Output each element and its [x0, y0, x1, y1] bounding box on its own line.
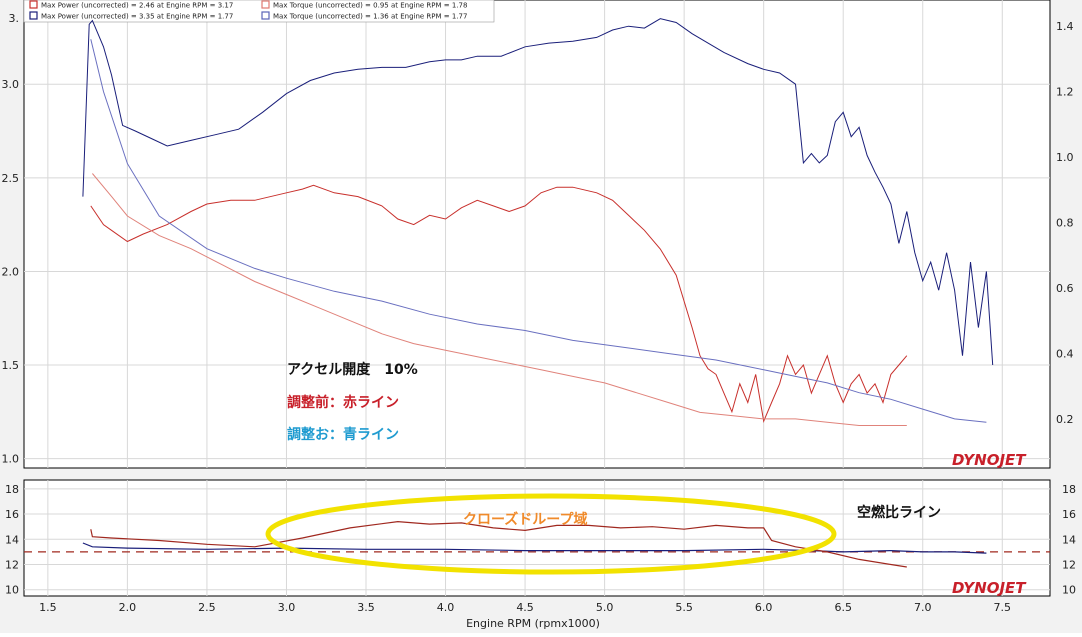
right-tick-label: 0.8	[1056, 217, 1074, 230]
top-series-group	[82, 18, 994, 426]
x-tick-label: 1.5	[39, 601, 57, 614]
annotation-afr-line: 空燃比ライン	[857, 504, 941, 521]
bottom-right-tick-label: 14	[1062, 533, 1076, 546]
x-tick-label: 2.0	[119, 601, 137, 614]
x-tick-label: 2.5	[198, 601, 216, 614]
series-line	[90, 184, 908, 423]
annotation-before-red: 調整前：赤ライン	[287, 394, 399, 411]
dynojet-logo-bottom: DYNOJET	[952, 579, 1027, 597]
x-tick-label: 4.0	[437, 601, 455, 614]
legend-entry: Max Torque (uncorrected) = 1.36 at Engin…	[261, 11, 467, 21]
x-tick-label: 3.5	[357, 601, 375, 614]
legend-label: Max Torque (uncorrected) = 1.36 at Engin…	[273, 13, 467, 21]
right-tick-label: 0.2	[1056, 413, 1074, 426]
bottom-left-tick-label: 18	[5, 483, 19, 496]
left-tick-label: 1.5	[2, 359, 20, 372]
series-line	[90, 39, 987, 423]
bottom-right-tick-label: 12	[1062, 558, 1076, 571]
x-tick-label: 5.5	[675, 601, 693, 614]
bottom-left-tick-label: 14	[5, 533, 19, 546]
dynojet-logo-top: DYNOJET	[952, 451, 1027, 469]
legend-label: Max Power (uncorrected) = 3.35 at Engine…	[41, 13, 233, 21]
legend-swatch	[261, 11, 270, 20]
bottom-left-tick-label: 16	[5, 508, 19, 521]
left-tick-label: 2.0	[2, 265, 20, 278]
legend-swatch	[261, 0, 270, 9]
right-tick-label: 1.4	[1056, 20, 1074, 33]
legend-swatch	[29, 0, 38, 9]
series-line	[82, 18, 994, 366]
top-plot-area	[23, 0, 1051, 469]
series-line	[82, 542, 987, 554]
top-grid	[24, 0, 1050, 468]
closed-loop-ellipse	[265, 493, 837, 575]
bottom-plot-area	[23, 479, 1051, 597]
left-tick-label: 3.0	[2, 78, 20, 91]
left-tick-label: 1.0	[2, 453, 20, 466]
legend-label: Max Power (uncorrected) = 2.46 at Engine…	[41, 2, 233, 10]
right-tick-label: 0.4	[1056, 347, 1074, 360]
legend-box	[23, 0, 495, 23]
left-tick-label: 2.5	[2, 172, 20, 185]
bottom-left-tick-label: 12	[5, 558, 19, 571]
bottom-right-tick-label: 10	[1062, 584, 1076, 597]
right-tick-label: 1.2	[1056, 86, 1074, 99]
x-tick-label: 4.5	[516, 601, 534, 614]
axis-tick-labels: 1.5 2.0 2.5 3.0 3.5 4.0 4.5 5.0 5.5 6.0 6.5 7.0 7.5 1…	[2, 12, 1077, 614]
x-tick-label: 5.0	[596, 601, 614, 614]
x-tick-label: 6.5	[834, 601, 852, 614]
bottom-right-tick-label: 18	[1062, 483, 1076, 496]
x-tick-label: 6.0	[755, 601, 773, 614]
right-tick-label: 1.0	[1056, 151, 1074, 164]
x-axis-label: Engine RPM (rpmx1000)	[466, 617, 600, 630]
annotation-closed-loop: クローズドループ域	[463, 511, 587, 528]
bottom-left-tick-label: 10	[5, 584, 19, 597]
bottom-series-group	[24, 520, 1050, 568]
annotation-after-blue: 調整お：青ライン	[287, 426, 399, 443]
legend-swatch	[29, 11, 38, 20]
x-tick-label: 7.0	[914, 601, 932, 614]
left-tick-label: 3.	[9, 12, 20, 25]
x-tick-label: 3.0	[278, 601, 296, 614]
right-tick-label: 0.6	[1056, 282, 1074, 295]
legend-entry: Max Power (uncorrected) = 2.46 at Engine…	[29, 0, 233, 10]
bottom-right-tick-label: 16	[1062, 508, 1076, 521]
annotation-throttle: アクセル開度 10%	[287, 361, 418, 378]
x-tick-label: 7.5	[994, 601, 1012, 614]
series-line	[92, 173, 907, 426]
series-line	[90, 520, 907, 568]
legend-label: Max Torque (uncorrected) = 0.95 at Engin…	[273, 2, 467, 10]
bottom-grid	[24, 480, 1050, 596]
legend-entry: Max Torque (uncorrected) = 0.95 at Engin…	[261, 0, 467, 10]
legend-entry: Max Power (uncorrected) = 3.35 at Engine…	[29, 11, 233, 21]
